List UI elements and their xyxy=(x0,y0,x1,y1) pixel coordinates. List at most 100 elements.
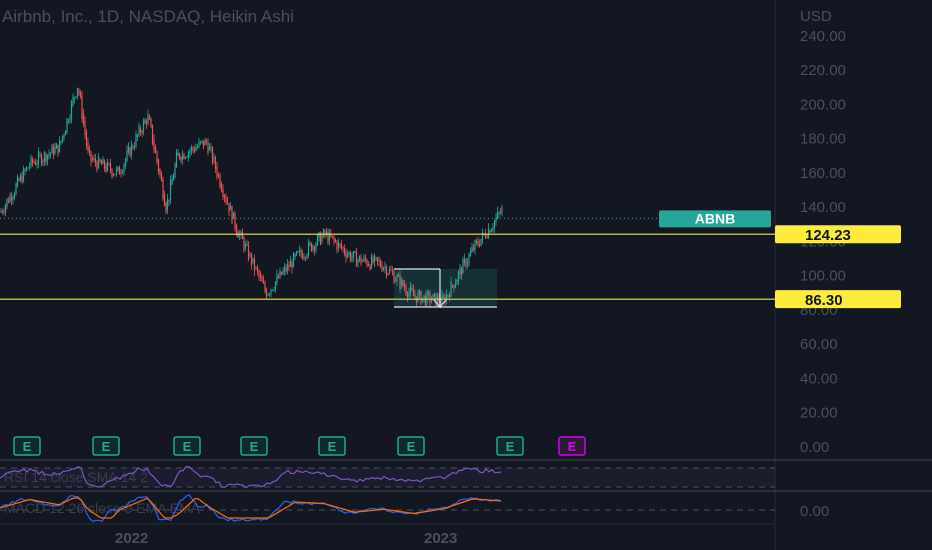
candle xyxy=(262,275,265,284)
candle xyxy=(156,150,158,165)
candle xyxy=(292,251,295,268)
candle xyxy=(124,157,127,170)
symbol-label-text: ABNB xyxy=(695,210,735,226)
candle xyxy=(37,147,40,169)
candle xyxy=(216,161,218,180)
earnings-marker[interactable]: E xyxy=(240,436,268,456)
candle xyxy=(367,260,370,267)
price-tick-label: 20.00 xyxy=(800,405,838,422)
candle xyxy=(220,181,223,193)
candle xyxy=(54,142,56,155)
earnings-marker[interactable]: E xyxy=(496,436,524,456)
chart-title: Airbnb, Inc., 1D, NASDAQ, Heikin Ashi xyxy=(2,7,294,26)
price-axis-ticks: 240.00220.00200.00180.00160.00140.00120.… xyxy=(800,28,846,456)
candle xyxy=(157,158,160,175)
earnings-marker[interactable]: E xyxy=(318,436,346,456)
candle xyxy=(339,243,341,249)
earnings-marker[interactable]: E xyxy=(397,436,425,456)
candle xyxy=(55,142,58,149)
candle xyxy=(88,145,91,157)
candle xyxy=(444,293,446,307)
price-tick-label: 60.00 xyxy=(800,336,838,353)
candle xyxy=(181,150,184,165)
candle xyxy=(66,117,68,135)
candle xyxy=(193,145,196,154)
candle xyxy=(456,279,458,285)
candle xyxy=(343,244,346,257)
candle xyxy=(171,174,173,186)
earnings-marker[interactable]: E xyxy=(92,436,120,456)
candle xyxy=(42,158,44,166)
candle xyxy=(165,201,167,215)
candle xyxy=(31,156,34,168)
candle xyxy=(336,240,338,254)
candle xyxy=(15,182,17,196)
candle xyxy=(285,264,287,275)
candle xyxy=(495,213,497,226)
earnings-label: E xyxy=(407,439,416,454)
candle xyxy=(306,253,308,260)
candle xyxy=(294,253,296,261)
candle xyxy=(207,137,209,156)
candle xyxy=(175,149,178,169)
candle xyxy=(213,153,215,164)
candle xyxy=(475,238,478,246)
candle xyxy=(417,289,419,303)
candle xyxy=(333,234,335,246)
earnings-marker[interactable]: E xyxy=(13,436,41,456)
candle xyxy=(393,268,395,284)
candle xyxy=(184,156,187,160)
candle xyxy=(279,267,281,279)
candle xyxy=(87,137,89,154)
candle xyxy=(496,206,499,220)
candle xyxy=(64,130,67,136)
candle xyxy=(13,191,16,201)
candle xyxy=(442,292,445,299)
candle xyxy=(99,158,101,163)
level-price-label: 86.30 xyxy=(775,290,901,309)
candle xyxy=(154,144,157,154)
candle xyxy=(186,155,188,159)
candle xyxy=(363,254,365,263)
candle xyxy=(189,147,191,158)
candle xyxy=(225,193,227,206)
candle xyxy=(73,96,76,104)
candle xyxy=(70,99,73,124)
candle xyxy=(51,143,53,154)
candle xyxy=(499,207,502,215)
candle xyxy=(369,264,371,271)
candle xyxy=(178,152,181,161)
price-tick-label: 40.00 xyxy=(800,370,838,387)
price-tick-label: 220.00 xyxy=(800,62,846,79)
earnings-marker[interactable]: E xyxy=(173,436,201,456)
candle xyxy=(150,117,152,128)
candle xyxy=(384,261,386,274)
candle xyxy=(141,129,143,138)
candle xyxy=(34,158,37,166)
candle xyxy=(159,167,161,179)
candle xyxy=(109,159,112,174)
range-drawing[interactable] xyxy=(394,268,497,308)
candle xyxy=(168,199,170,207)
candle xyxy=(69,113,71,124)
candle xyxy=(453,284,455,293)
candle xyxy=(130,140,133,160)
candle xyxy=(40,152,43,167)
candle xyxy=(274,280,277,293)
candle xyxy=(283,262,286,277)
price-tick-label: 160.00 xyxy=(800,165,846,182)
candle xyxy=(493,219,496,233)
candle xyxy=(48,149,50,160)
level-price-label: 124.23 xyxy=(775,225,901,244)
candle xyxy=(96,160,98,173)
candle xyxy=(219,172,221,189)
earnings-upcoming-marker[interactable]: E xyxy=(558,436,586,456)
candle xyxy=(267,293,269,297)
candle xyxy=(75,95,77,99)
candle xyxy=(316,233,319,247)
candle xyxy=(264,280,266,294)
candle xyxy=(435,293,437,308)
